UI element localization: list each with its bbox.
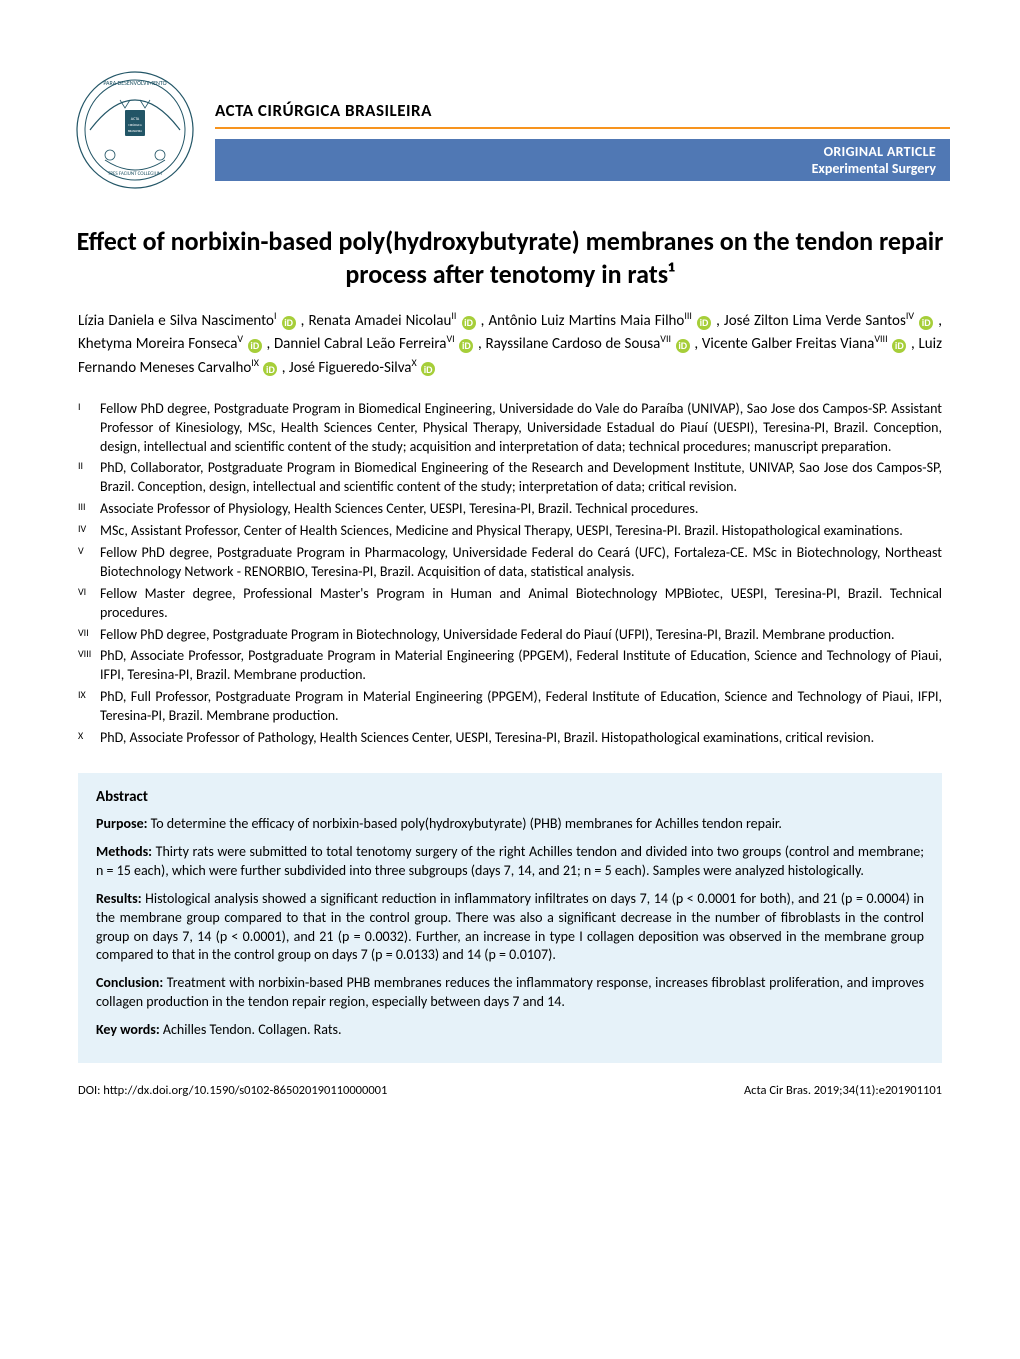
authors-list: Lízia Daniela e Silva NascimentoI iD , R… [0, 310, 1020, 380]
abstract-section-label: Key words: [96, 1021, 160, 1038]
abstract-section-text: To determine the efficacy of norbixin-ba… [147, 815, 781, 832]
abstract-section: Purpose: To determine the efficacy of no… [96, 815, 924, 834]
orcid-icon[interactable]: iD [462, 316, 476, 330]
affiliation-row: IFellow PhD degree, Postgraduate Program… [78, 400, 942, 457]
abstract-section-label: Conclusion: [96, 974, 163, 991]
orcid-icon[interactable]: iD [892, 339, 906, 353]
header-right: ACTA CIRÚRGICA BRASILEIRA ORIGINAL ARTIC… [200, 60, 950, 181]
abstract-section-text: Histological analysis showed a significa… [96, 890, 924, 964]
author: Vicente Galber Freitas Viana [702, 335, 875, 353]
affiliation-number: VIII [78, 647, 100, 685]
author: Danniel Cabral Leão Ferreira [274, 335, 447, 353]
category-line-2: Experimental Surgery [229, 160, 936, 177]
orcid-icon[interactable]: iD [676, 339, 690, 353]
orcid-icon[interactable]: iD [263, 362, 277, 376]
author-superscript: IX [251, 356, 259, 369]
orcid-icon[interactable]: iD [919, 316, 933, 330]
affiliation-row: IXPhD, Full Professor, Postgraduate Prog… [78, 688, 942, 726]
author: Antônio Luiz Martins Maia Filho [488, 312, 684, 330]
abstract-section-text: Achilles Tendon. Collagen. Rats. [160, 1021, 342, 1038]
affiliation-row: XPhD, Associate Professor of Pathology, … [78, 729, 942, 748]
affiliation-number: III [78, 500, 100, 519]
affiliation-text: Fellow PhD degree, Postgraduate Program … [100, 544, 942, 582]
doi-text: DOI: http://dx.doi.org/10.1590/s0102-865… [78, 1083, 387, 1098]
affiliation-text: Fellow PhD degree, Postgraduate Program … [100, 626, 942, 645]
orcid-icon[interactable]: iD [421, 362, 435, 376]
orcid-icon[interactable]: iD [282, 316, 296, 330]
author: Renata Amadei Nicolau [309, 312, 452, 330]
affiliation-number: IX [78, 688, 100, 726]
affiliation-row: IIIAssociate Professor of Physiology, He… [78, 500, 942, 519]
affiliation-row: VIIFellow PhD degree, Postgraduate Progr… [78, 626, 942, 645]
affiliation-text: Fellow PhD degree, Postgraduate Program … [100, 400, 942, 457]
author-superscript: IV [906, 309, 914, 322]
affiliations-list: IFellow PhD degree, Postgraduate Program… [0, 380, 1020, 765]
author-superscript: X [411, 356, 416, 369]
abstract-section-label: Results: [96, 890, 142, 907]
orcid-icon[interactable]: iD [697, 316, 711, 330]
affiliation-number: VII [78, 626, 100, 645]
affiliation-number: VI [78, 585, 100, 623]
affiliation-number: I [78, 400, 100, 457]
affiliation-row: VFellow PhD degree, Postgraduate Program… [78, 544, 942, 582]
affiliation-row: IVMSc, Assistant Professor, Center of He… [78, 522, 942, 541]
author-superscript: VI [446, 332, 454, 345]
author: Khetyma Moreira Fonseca [78, 335, 237, 353]
article-category-banner: ORIGINAL ARTICLE Experimental Surgery [215, 139, 950, 181]
author: Rayssilane Cardoso de Sousa [486, 335, 661, 353]
author: José Figueredo-Silva [289, 359, 412, 377]
affiliation-text: Associate Professor of Physiology, Healt… [100, 500, 942, 519]
article-title: Effect of norbixin-based poly(hydroxybut… [0, 200, 1020, 310]
orcid-icon[interactable]: iD [248, 339, 262, 353]
author-superscript: I [274, 309, 277, 322]
affiliation-number: V [78, 544, 100, 582]
page-footer: DOI: http://dx.doi.org/10.1590/s0102-865… [0, 1063, 1020, 1098]
author-superscript: VII [660, 332, 671, 345]
author-superscript: II [451, 309, 456, 322]
abstract-section-text: Treatment with norbixin-based PHB membra… [96, 974, 924, 1010]
abstract-section-label: Purpose: [96, 815, 147, 832]
affiliation-row: IIPhD, Collaborator, Postgraduate Progra… [78, 459, 942, 497]
author: José Zilton Lima Verde Santos [724, 312, 906, 330]
abstract-box: Abstract Purpose: To determine the effic… [78, 773, 942, 1063]
affiliation-text: Fellow Master degree, Professional Maste… [100, 585, 942, 623]
svg-text:TRES FACIUNT COLLEGIUM: TRES FACIUNT COLLEGIUM [108, 171, 162, 177]
author-superscript: VIII [874, 332, 887, 345]
svg-text:ACTA: ACTA [131, 117, 140, 122]
journal-logo: PARA DESENVOLVIMENTO ACTA CIRÚRGICA BRAS… [70, 60, 200, 200]
orcid-icon[interactable]: iD [459, 339, 473, 353]
affiliation-text: MSc, Assistant Professor, Center of Heal… [100, 522, 942, 541]
header-divider [215, 127, 950, 129]
page-header: PARA DESENVOLVIMENTO ACTA CIRÚRGICA BRAS… [0, 0, 1020, 200]
author-superscript: V [237, 332, 243, 345]
affiliation-row: VIIIPhD, Associate Professor, Postgradua… [78, 647, 942, 685]
affiliation-text: PhD, Associate Professor of Pathology, H… [100, 729, 942, 748]
affiliation-text: PhD, Collaborator, Postgraduate Program … [100, 459, 942, 497]
author: Lízia Daniela e Silva Nascimento [78, 312, 274, 330]
abstract-section: Key words: Achilles Tendon. Collagen. Ra… [96, 1021, 924, 1040]
abstract-section: Methods: Thirty rats were submitted to t… [96, 843, 924, 881]
abstract-section: Conclusion: Treatment with norbixin-base… [96, 974, 924, 1012]
affiliation-text: PhD, Associate Professor, Postgraduate P… [100, 647, 942, 685]
svg-text:CIRÚRGICA: CIRÚRGICA [128, 122, 142, 127]
svg-text:PARA DESENVOLVIMENTO: PARA DESENVOLVIMENTO [103, 79, 166, 87]
affiliation-number: IV [78, 522, 100, 541]
abstract-section-text: Thirty rats were submitted to total teno… [96, 843, 924, 879]
abstract-heading: Abstract [96, 787, 924, 807]
abstract-section-label: Methods: [96, 843, 152, 860]
citation-text: Acta Cir Bras. 2019;34(11):e201901101 [744, 1083, 942, 1098]
affiliation-number: II [78, 459, 100, 497]
category-line-1: ORIGINAL ARTICLE [229, 143, 936, 160]
affiliation-text: PhD, Full Professor, Postgraduate Progra… [100, 688, 942, 726]
author-superscript: III [684, 309, 692, 322]
affiliation-row: VIFellow Master degree, Professional Mas… [78, 585, 942, 623]
abstract-section: Results: Histological analysis showed a … [96, 890, 924, 966]
affiliation-number: X [78, 729, 100, 748]
journal-name: ACTA CIRÚRGICA BRASILEIRA [215, 100, 950, 127]
svg-text:BRASILEIRA: BRASILEIRA [128, 129, 142, 133]
